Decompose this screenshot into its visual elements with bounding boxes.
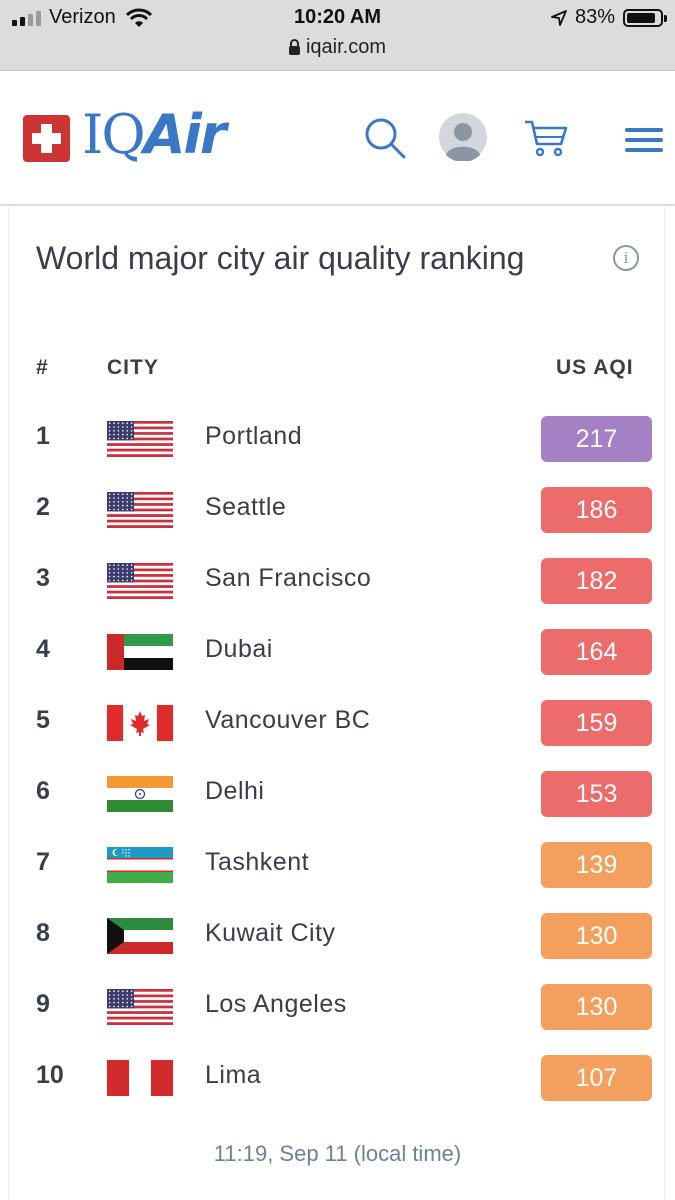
ranking-row[interactable]: 10 Lima 107 [0, 1047, 675, 1109]
menu-icon[interactable] [625, 126, 663, 154]
user-avatar-icon[interactable] [439, 113, 487, 161]
kuwait-flag-icon [107, 918, 173, 954]
ranking-row[interactable]: 6 Delhi 153 [0, 763, 675, 825]
ranking-row[interactable]: 4 Dubai 164 [0, 621, 675, 683]
battery-icon [623, 8, 667, 27]
search-icon[interactable] [363, 116, 407, 160]
us-flag-icon [107, 492, 173, 528]
city-name[interactable]: Vancouver BC [205, 706, 371, 734]
logo[interactable]: IQAir [82, 103, 227, 166]
wifi-icon [125, 8, 152, 27]
city-name[interactable]: Kuwait City [205, 919, 336, 947]
battery-percent: 83% [574, 6, 615, 28]
logo-iq: IQ [82, 103, 146, 166]
status-bar: Verizon 10:20 AM 83% iqair.com [0, 0, 675, 71]
rank-number: 10 [36, 1061, 64, 1089]
city-name[interactable]: Seattle [205, 493, 287, 521]
aqi-badge: 130 [541, 984, 652, 1030]
column-header-city: CITY [107, 356, 159, 379]
aqi-badge: 186 [541, 487, 652, 533]
city-name[interactable]: San Francisco [205, 564, 372, 592]
rank-number: 8 [36, 919, 50, 947]
aqi-badge: 107 [541, 1055, 652, 1101]
us-flag-icon [107, 421, 173, 457]
aqi-badge: 153 [541, 771, 652, 817]
clock: 10:20 AM [293, 6, 382, 28]
city-name[interactable]: Los Angeles [205, 990, 347, 1018]
city-name[interactable]: Portland [205, 422, 303, 450]
carrier-label: Verizon [49, 6, 116, 28]
city-name[interactable]: Dubai [205, 635, 273, 663]
canada-flag-icon [107, 705, 173, 741]
rank-number: 3 [36, 564, 50, 592]
ranking-row[interactable]: 9 Los Angeles 130 [0, 976, 675, 1038]
swiss-cross-logo-icon[interactable] [23, 115, 70, 162]
city-name[interactable]: Delhi [205, 777, 265, 805]
last-updated-time: 11:19, Sep 11 (local time) [213, 1141, 462, 1166]
cart-icon[interactable] [523, 118, 569, 158]
rank-number: 5 [36, 706, 50, 734]
url-bar[interactable]: iqair.com [0, 36, 675, 59]
uae-flag-icon [107, 634, 173, 670]
info-icon[interactable]: i [613, 245, 639, 271]
rank-number: 2 [36, 493, 50, 521]
status-right: 83% [551, 6, 667, 29]
lock-icon [288, 38, 300, 55]
url-text: iqair.com [305, 36, 387, 58]
ranking-row[interactable]: 7 Tashkent 139 [0, 834, 675, 896]
aqi-badge: 217 [541, 416, 652, 462]
ranking-row[interactable]: 1 Portland 217 [0, 408, 675, 470]
ranking-row[interactable]: 5 Vancouver BC 159 [0, 692, 675, 754]
india-flag-icon [107, 776, 173, 812]
ranking-title: World major city air quality ranking [36, 240, 525, 276]
aqi-badge: 164 [541, 629, 652, 675]
city-name[interactable]: Tashkent [205, 848, 310, 876]
us-flag-icon [107, 563, 173, 599]
column-header-rank: # [36, 356, 49, 379]
rank-number: 1 [36, 422, 50, 450]
aqi-badge: 139 [541, 842, 652, 888]
aqi-badge: 182 [541, 558, 652, 604]
uzbekistan-flag-icon [107, 847, 173, 883]
ranking-row[interactable]: 8 Kuwait City 130 [0, 905, 675, 967]
column-header-aqi: US AQI [556, 356, 634, 379]
signal-icon [12, 10, 41, 26]
peru-flag-icon [107, 1060, 173, 1096]
carrier-group: Verizon [12, 6, 152, 29]
aqi-badge: 159 [541, 700, 652, 746]
rank-number: 7 [36, 848, 50, 876]
ranking-row[interactable]: 2 Seattle 186 [0, 479, 675, 541]
rank-number: 4 [36, 635, 50, 663]
location-arrow-icon [551, 9, 567, 26]
logo-air: Air [143, 103, 227, 166]
us-flag-icon [107, 989, 173, 1025]
site-header: IQAir [0, 71, 675, 206]
rank-number: 9 [36, 990, 50, 1018]
aqi-badge: 130 [541, 913, 652, 959]
city-name[interactable]: Lima [205, 1061, 262, 1089]
ranking-row[interactable]: 3 San Francisco 182 [0, 550, 675, 612]
rank-number: 6 [36, 777, 50, 805]
